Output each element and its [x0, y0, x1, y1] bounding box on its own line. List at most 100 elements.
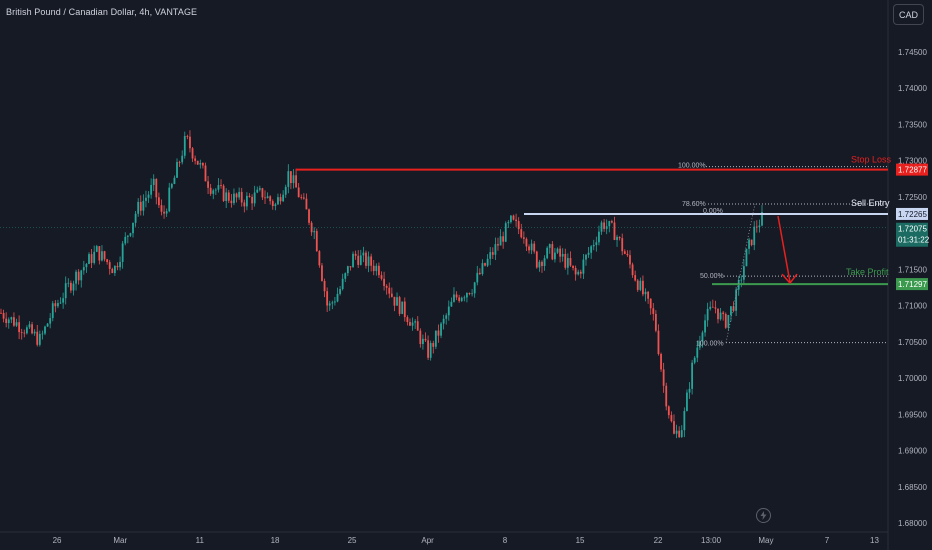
candle-body — [704, 320, 706, 333]
candle-body — [621, 238, 624, 252]
candle-body — [346, 266, 349, 274]
candle-body — [365, 252, 367, 266]
stop-loss-price-tag — [896, 163, 928, 176]
candle-body — [393, 296, 396, 306]
candle-body — [530, 243, 533, 251]
candle-body — [88, 254, 90, 264]
candle-body — [471, 293, 473, 295]
fib-trend-line — [725, 203, 756, 343]
candle-body — [566, 258, 569, 268]
candle-body — [308, 209, 310, 223]
candle-body — [44, 326, 46, 334]
candle-body — [693, 357, 696, 363]
candle-body — [458, 297, 461, 301]
candle-body — [657, 330, 660, 355]
candle-body — [748, 239, 750, 249]
candle-body — [328, 303, 331, 306]
candle-body — [72, 283, 75, 291]
candle-body — [191, 148, 194, 159]
x-tick-label: 15 — [576, 536, 585, 545]
candle-body — [569, 258, 572, 266]
candle-body — [287, 171, 290, 187]
candle-body — [647, 291, 650, 299]
countdown-text: 01:31:22 — [898, 236, 930, 245]
candle-body — [683, 410, 686, 431]
fib-zero-label: 0.00% — [703, 208, 723, 215]
candle-body — [235, 193, 238, 198]
candle-body — [678, 430, 681, 438]
candle-body — [409, 322, 411, 326]
candle-body — [460, 297, 463, 301]
candle-body — [631, 264, 634, 276]
x-tick-label: May — [758, 536, 773, 545]
candle-body — [535, 251, 538, 268]
y-tick-label: 1.73500 — [898, 120, 927, 129]
candle-body — [378, 265, 380, 276]
candle-body — [528, 246, 530, 251]
candle-body — [753, 226, 756, 246]
candle-body — [163, 211, 165, 214]
candle-body — [398, 297, 401, 314]
currency-button[interactable]: CAD — [893, 4, 924, 25]
candle-body — [251, 196, 253, 204]
candle-body — [761, 211, 763, 226]
candle-body — [321, 265, 323, 281]
candle-body — [359, 255, 362, 265]
candle-body — [520, 229, 523, 238]
candle-body — [323, 280, 326, 292]
candle-body — [727, 314, 730, 328]
candle-body — [157, 197, 160, 206]
candle-body — [416, 321, 419, 331]
candle-body — [253, 192, 256, 204]
candle-body — [667, 406, 670, 416]
candle-body — [497, 244, 499, 246]
projection-arrow-line — [777, 215, 791, 283]
candle-body — [225, 192, 228, 202]
candle-body — [561, 254, 564, 257]
candle-body — [478, 272, 481, 274]
candle-body — [214, 189, 217, 191]
candle-body — [525, 238, 528, 247]
candle-body — [639, 280, 642, 290]
candle-body — [680, 430, 683, 438]
candle-body — [610, 221, 613, 223]
candle-body — [455, 294, 458, 298]
candle-body — [155, 178, 158, 198]
candle-body — [396, 297, 398, 306]
candle-body — [51, 303, 54, 319]
candle-body — [15, 322, 18, 326]
candle-body — [106, 259, 109, 263]
candle-body — [119, 261, 121, 268]
candle-body — [282, 194, 285, 202]
tradingview-logo-icon[interactable] — [756, 508, 771, 523]
candle-body — [194, 158, 197, 161]
candle-body — [201, 163, 204, 166]
candle-body — [178, 162, 181, 163]
candle-body — [673, 421, 675, 434]
candle-body — [730, 306, 732, 315]
candle-body — [670, 415, 673, 422]
x-tick-label: 13:00 — [701, 536, 722, 545]
candle-body — [507, 222, 510, 224]
candle-body — [742, 266, 745, 280]
candle-body — [240, 191, 243, 203]
candle-body — [46, 323, 49, 327]
candle-body — [336, 293, 339, 302]
candle-body — [372, 265, 375, 272]
candle-body — [297, 187, 300, 198]
candle-body — [649, 298, 652, 309]
take-profit-fib-label: 50.00% — [700, 273, 724, 280]
candle-body — [380, 275, 383, 279]
candle-body — [489, 252, 492, 259]
candle-body — [142, 200, 145, 211]
candle-body — [432, 343, 435, 347]
candle-body — [292, 175, 295, 184]
candle-body — [290, 171, 292, 184]
candle-body — [41, 333, 44, 335]
candle-body — [623, 251, 626, 254]
candle-body — [447, 306, 450, 316]
candle-body — [546, 247, 549, 259]
candle-body — [13, 317, 15, 326]
